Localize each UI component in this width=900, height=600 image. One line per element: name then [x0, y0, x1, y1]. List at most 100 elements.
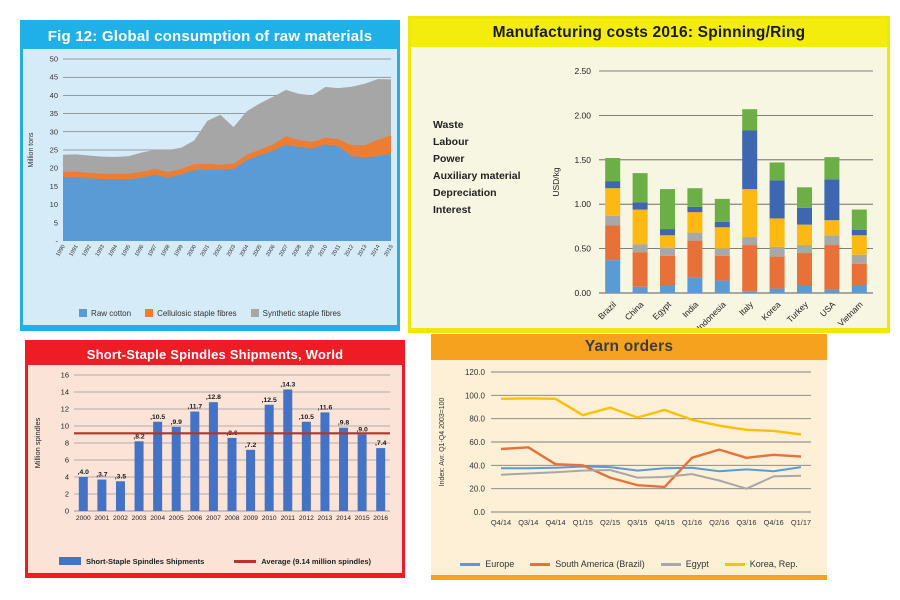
svg-text:2.50: 2.50: [574, 66, 591, 76]
svg-text:,3.5: ,3.5: [115, 473, 127, 480]
svg-text:Q3/16: Q3/16: [736, 518, 756, 527]
bar-seg: [714, 280, 730, 293]
bar-seg: [660, 247, 675, 256]
bar-seg: [632, 209, 648, 245]
panel-spindles: Short-Staple Spindles Shipments, World 0…: [25, 340, 405, 578]
bar-seg: [687, 188, 703, 207]
svg-text:2001: 2001: [94, 515, 109, 522]
bar-seg: [742, 237, 758, 246]
bar: [301, 421, 311, 511]
spindles-legend: Short-Staple Spindles Shipments Average (…: [28, 549, 402, 573]
bar-seg: [687, 277, 703, 293]
svg-text:1993: 1993: [95, 244, 106, 258]
line-0: [501, 465, 802, 473]
svg-text:Korea: Korea: [759, 299, 782, 322]
bar-seg: [605, 215, 621, 226]
svg-text:16: 16: [61, 371, 69, 380]
legend-label: Depreciation: [433, 187, 497, 199]
legend-label: Cellulosic staple fibres: [157, 308, 237, 318]
svg-text:Q1/15: Q1/15: [573, 518, 593, 527]
legend-item: Average (9.14 million spindles): [234, 557, 371, 566]
svg-text:50: 50: [50, 55, 58, 64]
bar-seg: [769, 162, 785, 181]
bar-seg: [742, 291, 758, 293]
svg-text:1999: 1999: [173, 244, 184, 258]
legend-swatch: [79, 309, 88, 317]
legend-swatch: [234, 559, 257, 563]
svg-text:1998: 1998: [160, 244, 171, 258]
svg-text:,4.0: ,4.0: [78, 469, 90, 476]
bar-seg: [632, 202, 648, 210]
fig12-x-axis: 1990 1991 1992 1993 1994 1995 1996 1997 1998 1999…: [55, 244, 394, 258]
svg-text:USA: USA: [818, 299, 838, 319]
bar: [97, 479, 107, 511]
spinning-title-bar: Manufacturing costs 2016: Spinning/Ring: [411, 19, 887, 47]
bar-seg: [632, 252, 648, 287]
bar-seg: [714, 248, 730, 256]
svg-text:2009: 2009: [305, 244, 316, 258]
svg-text:0.0: 0.0: [474, 508, 486, 517]
svg-text:Index: Avr. Q1-Q4 2003=100: Index: Avr. Q1-Q4 2003=100: [439, 397, 446, 486]
legend-swatch: [530, 562, 551, 566]
bar-seg: [851, 209, 867, 230]
svg-text:Q4/14: Q4/14: [545, 518, 565, 527]
yarn-gridlines: [491, 371, 811, 513]
svg-text:Vietnam: Vietnam: [836, 299, 865, 328]
spindles-y-axis: 0 2 4 6 8 10 12 14 16 Million spindles: [33, 371, 69, 516]
bar-seg: [797, 285, 812, 293]
bar: [264, 404, 274, 511]
spinning-legend: Waste Labour Power Auxiliary material Deprec…: [427, 119, 521, 216]
bar-seg: [851, 235, 867, 255]
svg-text:2007: 2007: [278, 244, 289, 258]
svg-text:2002: 2002: [113, 515, 128, 522]
bar-seg: [851, 229, 867, 236]
svg-text:Q2/16: Q2/16: [709, 518, 729, 527]
svg-text:,14.3: ,14.3: [280, 381, 295, 388]
bar-seg: [660, 285, 675, 293]
svg-text:35: 35: [50, 109, 58, 118]
bar: [78, 477, 88, 511]
svg-text:1990: 1990: [55, 244, 66, 258]
svg-text:2013: 2013: [317, 515, 332, 522]
svg-text:2011: 2011: [281, 515, 296, 522]
svg-text:2008: 2008: [291, 244, 302, 258]
svg-text:0: 0: [65, 507, 69, 516]
bar: [115, 481, 125, 511]
legend-label: Labour: [433, 136, 469, 148]
svg-text:2005: 2005: [169, 515, 184, 522]
bar-seg: [769, 256, 785, 289]
legend-label: Auxiliary material: [433, 170, 521, 182]
svg-text:Million tons: Million tons: [28, 132, 35, 168]
svg-text:2015: 2015: [355, 515, 370, 522]
legend-item: Egypt: [660, 559, 709, 569]
svg-text:2012: 2012: [344, 244, 355, 258]
yarn-chart-svg: 0.0 20.0 40.0 60.0 80.0 100.0 120.0 Index: Avr.…: [439, 368, 811, 527]
svg-text:2004: 2004: [150, 515, 165, 522]
svg-text:Egypt: Egypt: [650, 299, 673, 322]
yarn-title-bar: Yarn orders: [431, 334, 827, 360]
svg-text:,10.5: ,10.5: [150, 414, 165, 421]
legend-label: Egypt: [685, 559, 709, 569]
svg-text:Brazil: Brazil: [596, 299, 618, 321]
svg-text:20.0: 20.0: [469, 485, 485, 494]
legend-item: Waste: [427, 119, 521, 131]
svg-text:10: 10: [61, 422, 69, 431]
legend-label: Short-Staple Spindles Shipments: [85, 556, 205, 566]
svg-text:2014: 2014: [336, 515, 351, 522]
svg-text:Q3/14: Q3/14: [518, 518, 538, 527]
svg-text:,11.7: ,11.7: [187, 404, 202, 411]
bar-seg: [797, 253, 812, 286]
svg-text:45: 45: [50, 73, 58, 82]
svg-text:Q1/17: Q1/17: [791, 518, 811, 527]
bar-seg: [632, 173, 648, 203]
svg-text:40.0: 40.0: [469, 461, 485, 470]
svg-text:2011: 2011: [331, 244, 342, 257]
svg-text:60.0: 60.0: [469, 438, 485, 447]
svg-text:2008: 2008: [225, 515, 240, 522]
svg-text:2016: 2016: [373, 515, 388, 522]
bar: [357, 434, 367, 511]
bar-seg: [660, 235, 675, 248]
svg-text:15: 15: [50, 182, 58, 191]
svg-text:2013: 2013: [357, 244, 368, 258]
panel-fig12: Fig 12: Global consumption of raw materi…: [20, 20, 400, 331]
